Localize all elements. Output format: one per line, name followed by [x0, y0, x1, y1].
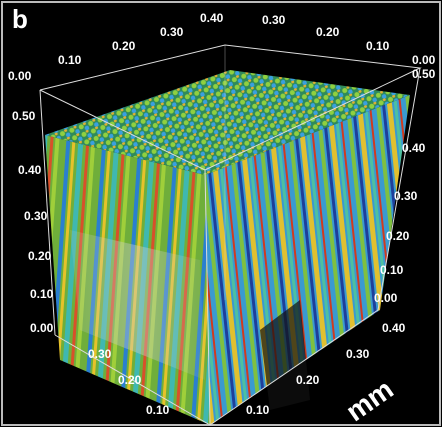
right-face [205, 95, 410, 425]
axis-tick-label: 0.30 [394, 189, 418, 203]
axis-tick-label: 0.00 [412, 53, 436, 67]
axis-tick-label: 0.30 [24, 209, 48, 223]
axis-tick-label: 0.00 [8, 69, 32, 83]
axis-tick-label: 0.10 [58, 53, 82, 67]
cube-wireframe [39, 44, 422, 426]
axis-tick-label: 0.10 [30, 287, 54, 301]
axis-tick-label: 0.10 [380, 263, 404, 277]
top-face [45, 70, 410, 175]
axis-tick-label: 0.00 [30, 321, 54, 335]
axis-tick-label: 0.10 [366, 39, 390, 53]
axis-tick-label: 0.20 [112, 39, 136, 53]
axis-tick-label: 0.20 [118, 373, 142, 387]
axis-tick-label: 0.30 [160, 25, 184, 39]
axis-tick-label: 0.20 [28, 249, 52, 263]
axis-tick-label: 0.00 [374, 291, 398, 305]
axis-tick-label: 0.20 [296, 373, 320, 387]
axis-tick-label: 0.40 [382, 321, 406, 335]
haze [70, 230, 205, 380]
axis-tick-label: 0.50 [12, 109, 36, 123]
axis-tick-label: 0.30 [88, 347, 112, 361]
axis-tick-label: 0.40 [402, 141, 426, 155]
axis-tick-label: 0.40 [200, 11, 224, 25]
panel-label: b [12, 4, 28, 34]
axis-tick-label: 0.10 [246, 403, 270, 417]
axis-tick-label: 0.30 [262, 13, 286, 27]
axis-tick-label: 0.50 [412, 67, 436, 81]
axis-tick-label: 0.20 [316, 25, 340, 39]
axis-tick-label: 0.30 [346, 347, 370, 361]
axis-tick-label: 0.20 [386, 229, 410, 243]
axis-tick-label: 0.10 [146, 403, 170, 417]
axis-tick-label: 0.40 [18, 163, 42, 177]
